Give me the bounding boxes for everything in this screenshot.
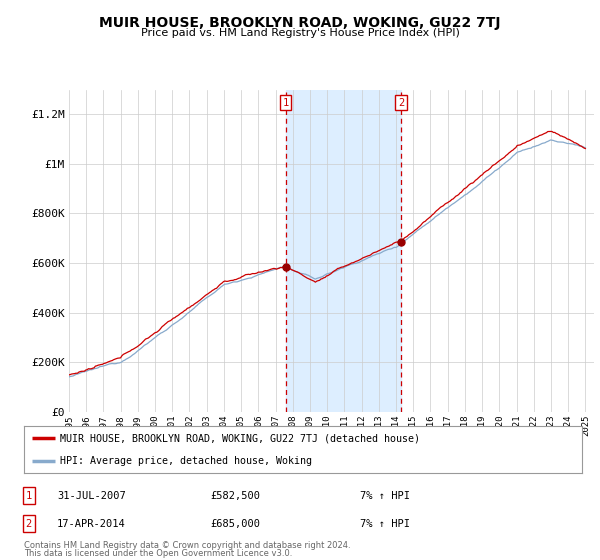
Text: £685,000: £685,000 (210, 519, 260, 529)
Text: 31-JUL-2007: 31-JUL-2007 (57, 491, 126, 501)
Text: £582,500: £582,500 (210, 491, 260, 501)
Text: Price paid vs. HM Land Registry's House Price Index (HPI): Price paid vs. HM Land Registry's House … (140, 28, 460, 38)
Text: 1: 1 (283, 97, 289, 108)
Text: 17-APR-2014: 17-APR-2014 (57, 519, 126, 529)
Text: Contains HM Land Registry data © Crown copyright and database right 2024.: Contains HM Land Registry data © Crown c… (24, 541, 350, 550)
Bar (286, 90, 401, 412)
Text: MUIR HOUSE, BROOKLYN ROAD, WOKING, GU22 7TJ: MUIR HOUSE, BROOKLYN ROAD, WOKING, GU22 … (99, 16, 501, 30)
Text: 2: 2 (398, 97, 404, 108)
Text: 7% ↑ HPI: 7% ↑ HPI (360, 519, 410, 529)
Text: HPI: Average price, detached house, Woking: HPI: Average price, detached house, Woki… (60, 456, 312, 466)
Text: MUIR HOUSE, BROOKLYN ROAD, WOKING, GU22 7TJ (detached house): MUIR HOUSE, BROOKLYN ROAD, WOKING, GU22 … (60, 433, 420, 444)
Text: This data is licensed under the Open Government Licence v3.0.: This data is licensed under the Open Gov… (24, 549, 292, 558)
Text: 2: 2 (26, 519, 32, 529)
Text: 1: 1 (26, 491, 32, 501)
Text: 7% ↑ HPI: 7% ↑ HPI (360, 491, 410, 501)
